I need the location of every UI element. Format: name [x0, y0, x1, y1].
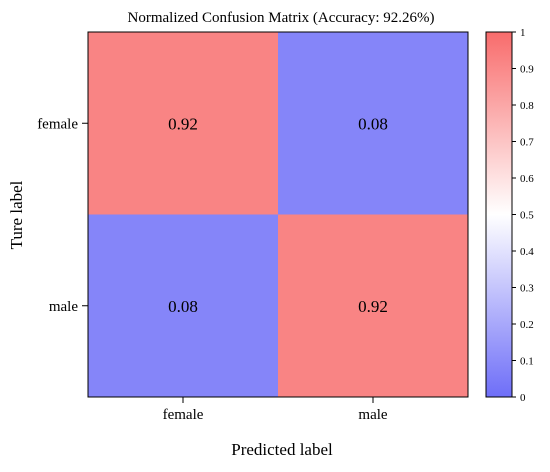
colorbar-tick-label: 0.6: [520, 173, 534, 185]
colorbar-tick-label: 0.4: [520, 246, 534, 258]
y-tick-label: male: [49, 299, 78, 315]
x-tick-label: female: [163, 407, 204, 423]
colorbar-tick-label: 0.2: [520, 319, 534, 331]
colorbar-tick-label: 0.9: [520, 64, 534, 76]
y-axis-label: Ture label: [7, 180, 26, 249]
heatmap-cell: [278, 214, 468, 397]
colorbar-ticks: 0 0.1 0.2 0.3 0.4 0.5 0.6 0.7 0.8 0.9 1: [512, 27, 534, 404]
chart-title: Normalized Confusion Matrix (Accuracy: 9…: [128, 10, 435, 26]
heatmap-cells: 0.92 0.08 0.08 0.92: [88, 32, 468, 397]
plot-frame: [87, 31, 469, 398]
x-axis-label: Predicted label: [231, 440, 333, 459]
heatmap-cell: [88, 214, 278, 397]
cell-value-label: 0.08: [358, 114, 388, 133]
cell-value-label: 0.92: [168, 114, 198, 133]
colorbar-tick-label: 0.7: [520, 137, 534, 149]
colorbar-tick-label: 0.1: [520, 356, 534, 368]
colorbar: [485, 31, 513, 398]
colorbar-tick-label: 0.5: [520, 210, 534, 222]
x-tick-label: male: [358, 407, 387, 423]
colorbar-tick-label: 1: [520, 27, 526, 39]
cell-value-label: 0.08: [168, 297, 198, 316]
y-axis-ticks: female male: [37, 116, 88, 315]
heatmap-cell: [278, 32, 468, 215]
colorbar-tick-label: 0.3: [520, 283, 534, 295]
cell-value-label: 0.92: [358, 297, 388, 316]
y-tick-label: female: [37, 116, 78, 132]
heatmap-cell: [88, 32, 278, 215]
colorbar-tick-label: 0.8: [520, 100, 534, 112]
x-axis-ticks: female male: [163, 397, 388, 423]
colorbar-tick-label: 0: [520, 392, 526, 404]
